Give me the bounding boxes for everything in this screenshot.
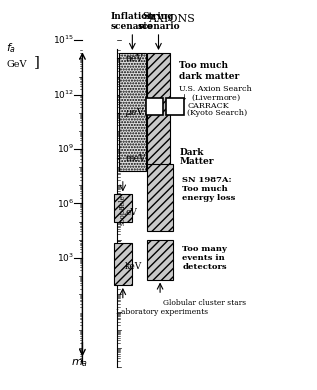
Bar xyxy=(147,240,173,280)
Text: keV: keV xyxy=(125,262,142,271)
Text: ]: ] xyxy=(34,55,39,69)
Text: Too many: Too many xyxy=(182,245,227,253)
Text: $\downarrow$ (Livermore): $\downarrow$ (Livermore) xyxy=(179,92,241,103)
Text: Matter: Matter xyxy=(179,157,214,166)
Text: scenario: scenario xyxy=(111,22,154,31)
Text: $10^3$: $10^3$ xyxy=(57,252,74,264)
Bar xyxy=(147,163,173,230)
Text: events in: events in xyxy=(182,254,225,262)
Text: CARRACK: CARRACK xyxy=(187,101,229,110)
Text: Inflation: Inflation xyxy=(110,12,154,21)
Text: $10^6$: $10^6$ xyxy=(57,197,74,210)
Text: SN 1987A:: SN 1987A: xyxy=(182,176,232,184)
Bar xyxy=(119,53,146,171)
Text: dark matter: dark matter xyxy=(179,72,239,81)
Bar xyxy=(114,194,132,222)
Text: scenario: scenario xyxy=(137,22,180,31)
Text: String: String xyxy=(143,12,174,21)
Text: $m_a$: $m_a$ xyxy=(71,358,88,369)
Text: Too much: Too much xyxy=(179,61,228,70)
Text: energy loss: energy loss xyxy=(182,194,236,202)
Text: eV: eV xyxy=(125,208,137,217)
Text: AXIONS: AXIONS xyxy=(148,14,195,24)
Text: detectors: detectors xyxy=(182,263,227,271)
Text: neV: neV xyxy=(125,54,143,63)
Bar xyxy=(166,98,184,115)
Text: Laboratory experiments: Laboratory experiments xyxy=(117,308,209,316)
Text: GeV: GeV xyxy=(6,60,27,69)
Bar xyxy=(147,53,170,171)
Text: $10^{12}$: $10^{12}$ xyxy=(53,89,74,101)
Bar xyxy=(146,98,163,115)
Text: Globular cluster stars: Globular cluster stars xyxy=(163,299,246,307)
Text: $10^{15}$: $10^{15}$ xyxy=(53,34,74,46)
Text: Dark: Dark xyxy=(179,148,204,157)
Text: (Kyoto Search): (Kyoto Search) xyxy=(187,109,247,117)
Text: $\mu$eV: $\mu$eV xyxy=(125,106,145,119)
Text: scope: scope xyxy=(119,205,127,225)
Text: Tele-: Tele- xyxy=(119,192,127,209)
Text: Too much: Too much xyxy=(182,185,228,193)
Text: meV: meV xyxy=(125,154,146,163)
Text: $10^9$: $10^9$ xyxy=(57,143,74,155)
Text: U.S. Axion Search: U.S. Axion Search xyxy=(179,85,252,93)
Bar xyxy=(114,243,132,285)
Text: $f_a$: $f_a$ xyxy=(6,41,16,55)
